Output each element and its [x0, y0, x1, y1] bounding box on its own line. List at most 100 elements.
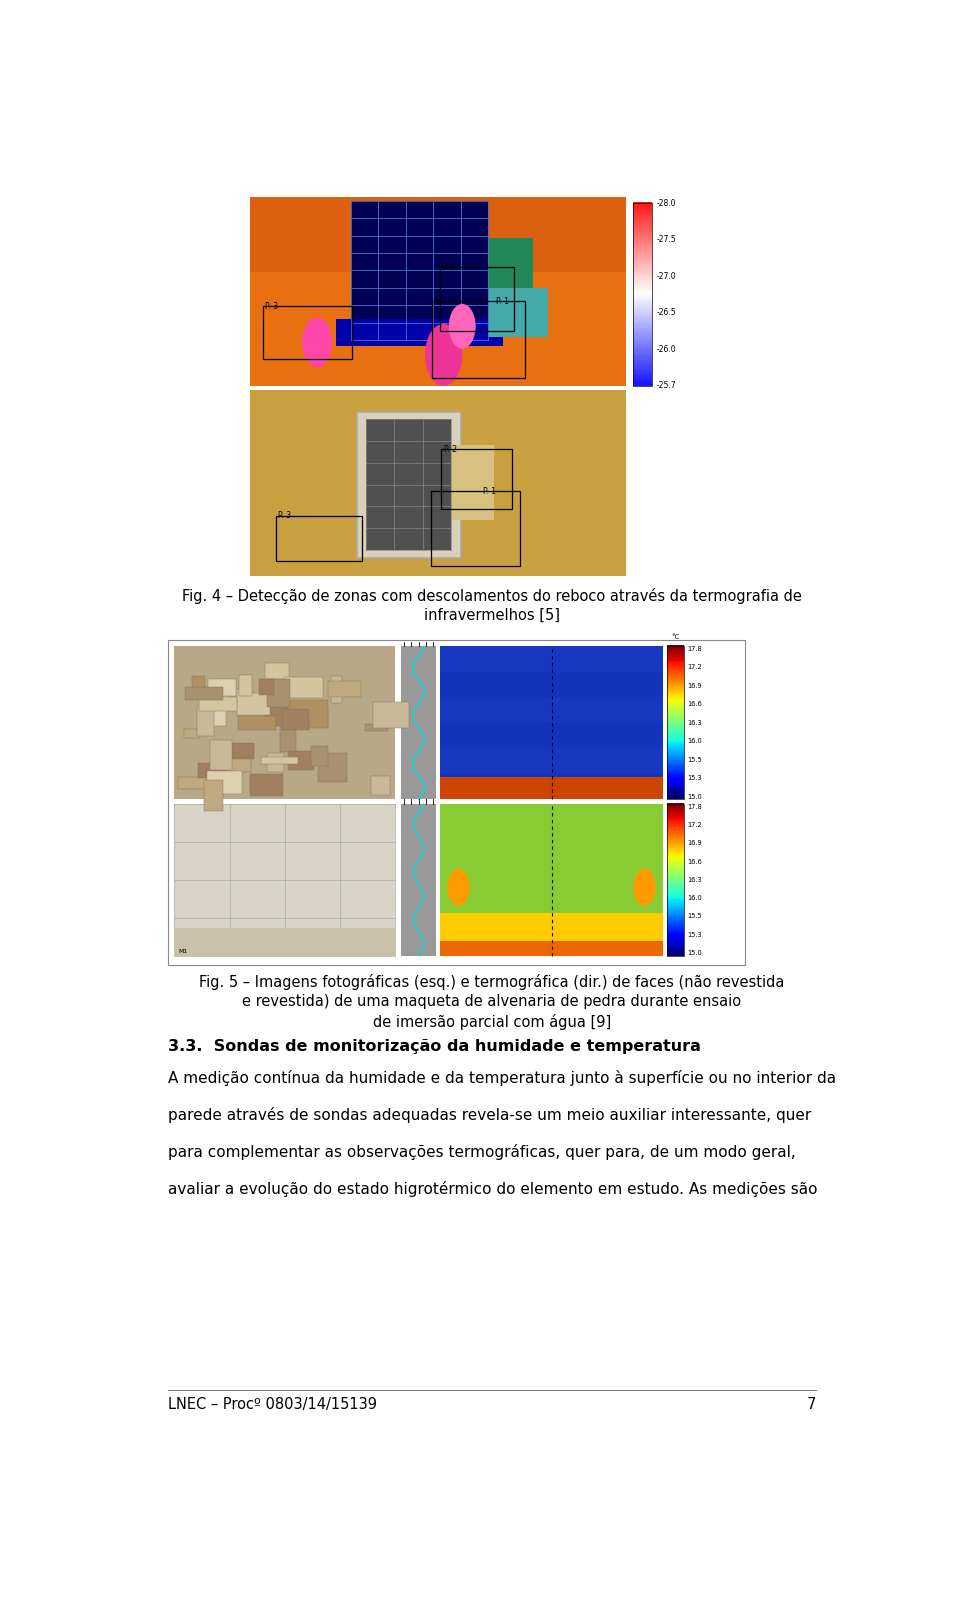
- Bar: [634, 314, 652, 318]
- Bar: [634, 369, 652, 372]
- Bar: [667, 821, 684, 824]
- Circle shape: [447, 869, 469, 906]
- Bar: [667, 804, 684, 808]
- Bar: [251, 197, 626, 272]
- Bar: [667, 924, 684, 927]
- Text: 15.5: 15.5: [687, 756, 703, 762]
- Bar: [667, 711, 684, 713]
- Bar: [634, 353, 652, 356]
- Bar: [634, 316, 652, 319]
- Bar: [667, 745, 684, 748]
- Bar: [204, 780, 224, 811]
- Bar: [667, 790, 684, 793]
- Text: -26.5: -26.5: [657, 308, 676, 318]
- Bar: [634, 202, 652, 206]
- Bar: [667, 656, 684, 659]
- Bar: [634, 232, 652, 235]
- Bar: [667, 856, 684, 859]
- Bar: [667, 937, 684, 940]
- Bar: [634, 268, 652, 272]
- Bar: [667, 880, 684, 883]
- Bar: [667, 909, 684, 912]
- Bar: [634, 266, 652, 269]
- Bar: [634, 250, 652, 253]
- Bar: [667, 743, 684, 746]
- Bar: [667, 654, 684, 658]
- Bar: [667, 850, 684, 853]
- Bar: [319, 753, 348, 782]
- Bar: [667, 687, 684, 690]
- Bar: [667, 746, 684, 750]
- Bar: [667, 946, 684, 949]
- Bar: [634, 342, 652, 345]
- Bar: [634, 327, 652, 330]
- Text: °C: °C: [671, 634, 680, 640]
- Text: A medição contínua da humidade e da temperatura junto à superfície ou no interio: A medição contínua da humidade e da temp…: [168, 1070, 836, 1086]
- Bar: [667, 738, 684, 742]
- Text: 15.5: 15.5: [687, 914, 703, 919]
- Text: -27.0: -27.0: [657, 272, 676, 280]
- Bar: [239, 674, 252, 696]
- Bar: [667, 919, 684, 922]
- Bar: [667, 690, 684, 692]
- Bar: [667, 885, 684, 888]
- Bar: [667, 888, 684, 891]
- Bar: [432, 301, 525, 379]
- Bar: [667, 877, 684, 880]
- Bar: [634, 229, 652, 234]
- Bar: [440, 698, 663, 722]
- Bar: [667, 769, 684, 772]
- Bar: [489, 239, 533, 289]
- Bar: [183, 729, 200, 738]
- Text: -27.5: -27.5: [657, 235, 676, 245]
- Bar: [440, 777, 663, 800]
- Bar: [667, 827, 684, 830]
- Bar: [667, 659, 684, 663]
- Bar: [175, 929, 396, 956]
- Text: LNEC – Procº 0803/14/15139: LNEC – Procº 0803/14/15139: [168, 1398, 377, 1412]
- Bar: [371, 775, 390, 795]
- Bar: [667, 848, 684, 851]
- Text: P. 3: P. 3: [265, 303, 278, 311]
- Text: 16.6: 16.6: [687, 859, 703, 864]
- Bar: [634, 374, 652, 377]
- Bar: [634, 210, 652, 213]
- Bar: [634, 264, 652, 268]
- Bar: [667, 698, 684, 701]
- Bar: [328, 682, 361, 698]
- Bar: [667, 861, 684, 864]
- Bar: [667, 725, 684, 729]
- Bar: [667, 764, 684, 767]
- Bar: [667, 774, 684, 777]
- Bar: [634, 276, 652, 279]
- Bar: [667, 846, 684, 850]
- Bar: [667, 908, 684, 911]
- Bar: [634, 260, 652, 263]
- Text: 3.3.  Sondas de monitorização da humidade e temperatura: 3.3. Sondas de monitorização da humidade…: [168, 1038, 701, 1054]
- Bar: [634, 380, 652, 384]
- Bar: [667, 920, 684, 924]
- Bar: [634, 261, 652, 264]
- Bar: [667, 896, 684, 899]
- Bar: [667, 788, 684, 791]
- Bar: [667, 779, 684, 782]
- Bar: [667, 729, 684, 732]
- Bar: [281, 709, 309, 730]
- Bar: [667, 732, 684, 735]
- Circle shape: [302, 318, 332, 368]
- Bar: [667, 753, 684, 756]
- Bar: [667, 666, 684, 669]
- Bar: [667, 948, 684, 951]
- Text: 16.0: 16.0: [687, 895, 703, 901]
- Bar: [350, 202, 489, 340]
- Bar: [634, 253, 652, 256]
- Bar: [634, 311, 652, 314]
- Text: 15.3: 15.3: [687, 775, 703, 782]
- Bar: [229, 758, 251, 772]
- Bar: [401, 804, 436, 956]
- Text: P. 3: P. 3: [278, 511, 292, 521]
- Bar: [288, 700, 328, 727]
- Bar: [238, 716, 276, 730]
- Bar: [440, 646, 663, 800]
- Text: P. 2: P. 2: [443, 263, 455, 272]
